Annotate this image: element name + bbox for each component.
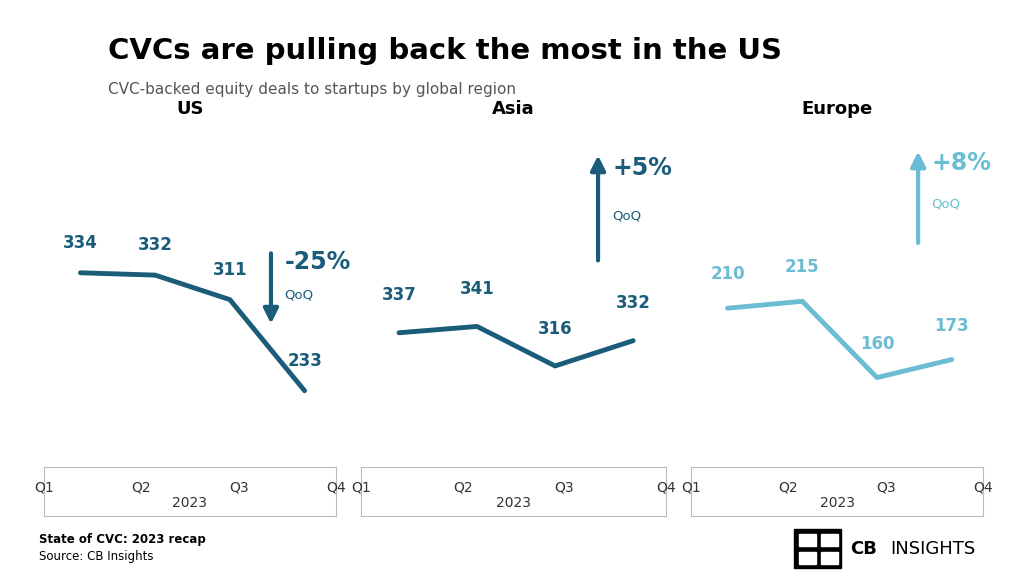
- Text: Europe: Europe: [802, 100, 872, 118]
- Text: CB: CB: [850, 540, 878, 558]
- Text: QoQ: QoQ: [612, 209, 641, 222]
- Text: Q3: Q3: [228, 480, 249, 494]
- Text: 215: 215: [785, 258, 819, 276]
- Text: 337: 337: [382, 286, 417, 304]
- Text: CVCs are pulling back the most in the US: CVCs are pulling back the most in the US: [108, 37, 781, 66]
- Text: 332: 332: [615, 294, 650, 312]
- Text: 316: 316: [538, 320, 572, 338]
- Bar: [46, 39, 65, 58]
- Text: 332: 332: [137, 236, 173, 254]
- Text: 160: 160: [860, 335, 894, 353]
- Text: 334: 334: [63, 234, 98, 252]
- Text: 173: 173: [934, 317, 969, 335]
- Bar: [821, 535, 838, 547]
- Text: Q4: Q4: [326, 480, 346, 494]
- Text: US: US: [176, 100, 204, 118]
- Text: 233: 233: [287, 352, 322, 370]
- Text: Source: CB Insights: Source: CB Insights: [39, 550, 154, 563]
- Text: 210: 210: [711, 266, 744, 283]
- Text: Q4: Q4: [973, 480, 993, 494]
- Text: Q1: Q1: [34, 480, 54, 494]
- Bar: [69, 60, 87, 79]
- Text: 2023: 2023: [172, 495, 208, 510]
- Text: +5%: +5%: [612, 156, 672, 180]
- Text: 311: 311: [213, 260, 247, 279]
- Text: -25%: -25%: [285, 250, 350, 274]
- Bar: [800, 535, 816, 547]
- Bar: [821, 552, 838, 564]
- Text: Q2: Q2: [778, 480, 799, 494]
- Text: Q2: Q2: [453, 480, 473, 494]
- Text: QoQ: QoQ: [285, 289, 313, 301]
- Text: State of CVC: 2023 recap: State of CVC: 2023 recap: [39, 533, 206, 546]
- Text: Q3: Q3: [876, 480, 896, 494]
- Text: INSIGHTS: INSIGHTS: [890, 540, 976, 558]
- Text: Asia: Asia: [493, 100, 535, 118]
- Text: Q1: Q1: [351, 480, 372, 494]
- Text: 2023: 2023: [819, 495, 855, 510]
- Text: Q4: Q4: [655, 480, 676, 494]
- Text: Q3: Q3: [554, 480, 574, 494]
- Bar: [800, 552, 816, 564]
- Bar: [794, 529, 841, 568]
- Text: QoQ: QoQ: [932, 198, 961, 211]
- Text: CVC-backed equity deals to startups by global region: CVC-backed equity deals to startups by g…: [108, 82, 515, 97]
- Text: +8%: +8%: [932, 150, 991, 175]
- Bar: [46, 60, 65, 79]
- Text: 2023: 2023: [496, 495, 531, 510]
- Text: Q2: Q2: [131, 480, 152, 494]
- Text: 341: 341: [460, 280, 495, 298]
- Bar: [69, 39, 87, 58]
- Text: Q1: Q1: [681, 480, 701, 494]
